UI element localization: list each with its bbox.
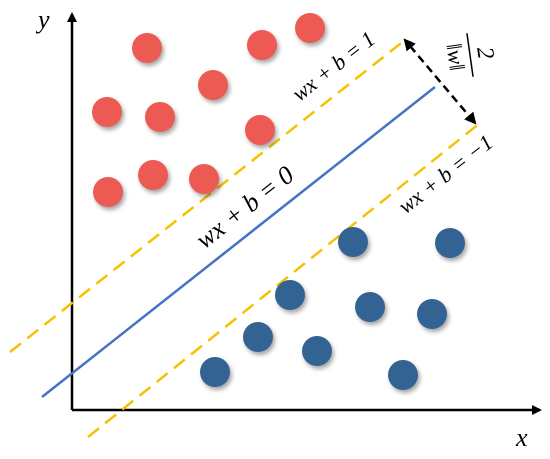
point: [200, 357, 230, 387]
point: [417, 299, 447, 329]
class-negative-points: [200, 227, 465, 390]
point: [247, 30, 277, 60]
point: [243, 322, 273, 352]
point: [355, 292, 385, 322]
point: [132, 33, 162, 63]
point: [92, 97, 122, 127]
margin-arrow: [403, 38, 477, 125]
point: [93, 177, 123, 207]
margin-denominator: ‖w‖: [441, 42, 470, 72]
point: [138, 160, 168, 190]
point: [189, 164, 219, 194]
margin-label: 2 ‖w‖: [441, 33, 499, 77]
y-axis-label: y: [35, 5, 50, 34]
x-axis-label: x: [515, 423, 528, 452]
point: [295, 13, 325, 43]
point: [198, 70, 228, 100]
decision-boundary: [41, 86, 436, 398]
point: [275, 280, 305, 310]
point: [302, 336, 332, 366]
point: [245, 115, 275, 145]
point: [435, 228, 465, 258]
margin-numerator: 2: [471, 45, 498, 61]
fraction-bar: [466, 33, 474, 77]
point: [145, 102, 175, 132]
line-label: wx + b = −1: [393, 129, 497, 218]
margin-line-positive: [9, 39, 406, 353]
point: [388, 360, 418, 390]
margin-line-negative: [87, 122, 481, 438]
class-positive-points: [92, 13, 325, 207]
point: [338, 227, 368, 257]
